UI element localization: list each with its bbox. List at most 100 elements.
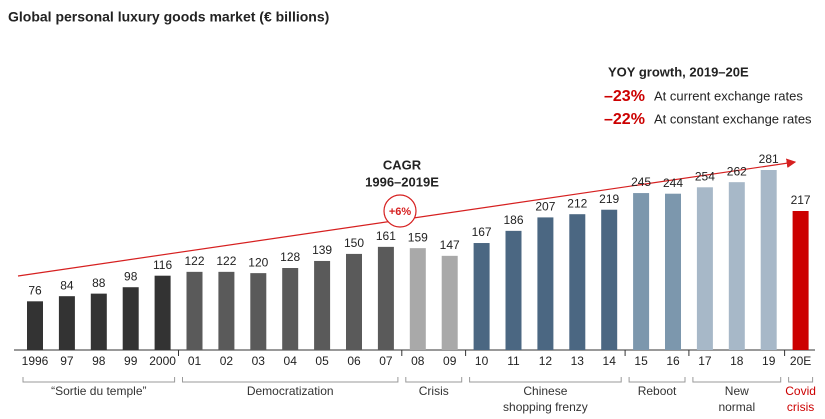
group-label: Chinese (523, 384, 567, 398)
bar (760, 170, 777, 350)
bar (473, 243, 490, 350)
chart-title: Global personal luxury goods market (€ b… (8, 9, 329, 25)
value-label: 245 (631, 175, 651, 189)
x-tick-label: 04 (284, 354, 298, 368)
bar (409, 248, 426, 350)
group-label: Democratization (247, 384, 334, 398)
bar (346, 253, 362, 350)
cagr-value: +6% (389, 206, 412, 218)
bar (282, 268, 299, 350)
bar (728, 182, 745, 350)
x-tick-label: 07 (379, 354, 393, 368)
value-label: 281 (759, 152, 779, 166)
value-label: 84 (60, 278, 74, 292)
bar (377, 246, 394, 350)
x-tick-label: 12 (539, 354, 553, 368)
bar (505, 230, 522, 350)
value-label: 98 (124, 269, 138, 283)
value-label: 217 (791, 193, 811, 207)
x-tick-label: 03 (252, 354, 266, 368)
bar (218, 271, 235, 350)
cagr-title: CAGR (383, 157, 422, 172)
bar (122, 287, 139, 350)
x-tick-label: 14 (603, 354, 617, 368)
value-label: 159 (408, 230, 428, 244)
value-label: 186 (503, 213, 523, 227)
group-label: crisis (787, 400, 814, 414)
group-label: New (725, 384, 749, 398)
bar (186, 271, 203, 350)
bar (314, 260, 331, 350)
bar (58, 296, 75, 350)
cagr-title: 1996–2019E (365, 174, 439, 189)
x-tick-label: 19 (762, 354, 776, 368)
group-bracket (182, 377, 399, 383)
value-label: 76 (28, 283, 42, 297)
value-label: 219 (599, 192, 619, 206)
value-label: 150 (344, 236, 364, 250)
value-label: 120 (248, 255, 268, 269)
x-tick-label: 98 (92, 354, 106, 368)
x-tick-label: 20E (790, 354, 811, 368)
group-bracket (22, 377, 176, 383)
group-bracket (788, 377, 814, 383)
bar (537, 217, 554, 350)
value-label: 147 (440, 238, 460, 252)
x-tick-label: 17 (698, 354, 712, 368)
x-tick-label: 2000 (149, 354, 176, 368)
bar (250, 273, 267, 350)
x-tick-label: 97 (60, 354, 74, 368)
value-label: 122 (216, 254, 236, 268)
value-label: 88 (92, 276, 106, 290)
x-tick-label: 11 (507, 354, 520, 368)
group-label: Crisis (419, 384, 449, 398)
group-label: Reboot (638, 384, 677, 398)
x-tick-label: 1996 (22, 354, 49, 368)
group-bracket (405, 377, 463, 383)
cagr-circle (383, 194, 417, 228)
x-tick-label: 15 (634, 354, 648, 368)
group-label: “Sortie du temple” (51, 384, 146, 398)
bar (601, 209, 618, 350)
value-label: 139 (312, 243, 332, 257)
bar (27, 301, 43, 350)
x-tick-label: 06 (347, 354, 361, 368)
bar (441, 255, 458, 350)
group-label: Covid (785, 384, 816, 398)
group-label: shopping frenzy (503, 400, 588, 414)
bar (569, 214, 586, 350)
value-label: 207 (535, 200, 555, 214)
group-bracket (628, 377, 686, 383)
value-label: 122 (184, 254, 204, 268)
value-label: 128 (280, 250, 300, 264)
bar (696, 187, 713, 350)
value-label: 244 (663, 176, 683, 190)
value-label: 262 (727, 164, 747, 178)
yoy-value: –23% (604, 88, 645, 105)
value-label: 254 (695, 169, 715, 183)
value-label: 116 (153, 258, 172, 272)
bar (154, 275, 171, 350)
bar (90, 293, 107, 350)
group-bracket (469, 377, 622, 383)
group-label: normal (718, 400, 755, 414)
x-tick-label: 16 (666, 354, 680, 368)
bar (665, 193, 681, 350)
value-label: 212 (567, 196, 587, 210)
x-tick-label: 18 (730, 354, 744, 368)
bar (633, 193, 650, 350)
x-tick-label: 01 (188, 354, 202, 368)
group-bracket (692, 377, 782, 383)
x-tick-label: 08 (411, 354, 425, 368)
value-label: 167 (472, 225, 492, 239)
x-tick-label: 02 (220, 354, 234, 368)
x-tick-label: 09 (443, 354, 457, 368)
value-label: 161 (376, 229, 396, 243)
yoy-title: YOY growth, 2019–20E (608, 64, 749, 79)
yoy-text: At current exchange rates (654, 88, 803, 103)
bar (792, 210, 809, 350)
x-tick-label: 05 (315, 354, 329, 368)
yoy-text: At constant exchange rates (654, 111, 812, 126)
x-tick-label: 99 (124, 354, 138, 368)
